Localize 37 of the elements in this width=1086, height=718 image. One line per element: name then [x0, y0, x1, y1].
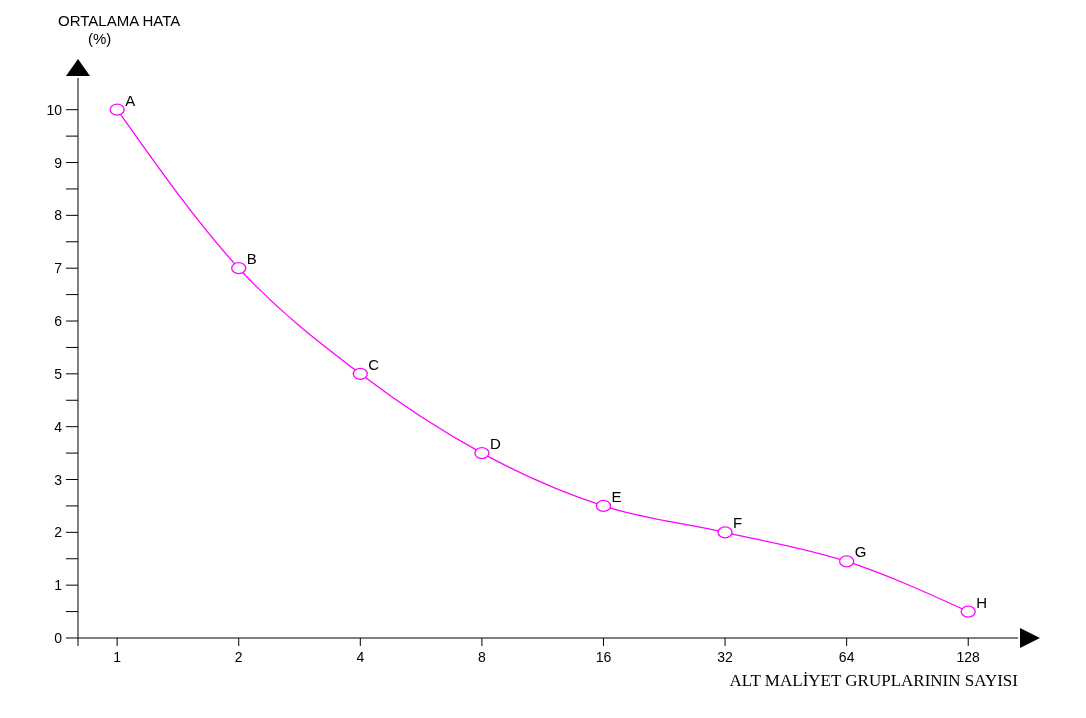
annotation: A — [125, 91, 136, 109]
annotation: D — [489, 435, 501, 453]
y-tick-label: 6 — [54, 313, 63, 330]
point — [352, 367, 368, 380]
y-tick-label: 2 — [54, 524, 63, 541]
annotation: B — [246, 250, 257, 268]
point — [109, 103, 125, 116]
x-tick-label: 32 — [717, 649, 734, 665]
point — [595, 499, 612, 513]
y-tick-label: 10 — [46, 101, 63, 118]
annotation: E — [611, 487, 622, 505]
x-tick-label: 1 — [113, 649, 122, 665]
x-tick-label: 2 — [234, 649, 243, 665]
annotation: F — [733, 514, 743, 532]
x-tick-label: 16 — [595, 649, 612, 665]
annotation: C — [368, 355, 380, 373]
y-tick-label: 8 — [54, 207, 63, 224]
point — [717, 526, 733, 539]
point — [960, 605, 976, 618]
y-axis-title: ORTALAMA HATA (%) — [58, 12, 181, 47]
y-tick-label: 7 — [54, 260, 63, 277]
annotation: H — [976, 593, 988, 611]
y-tick-label: 5 — [54, 365, 63, 382]
x-tick-label: 128 — [956, 649, 981, 665]
y-tick-label: 9 — [54, 154, 63, 171]
x-tick-label: 64 — [838, 649, 855, 665]
point — [231, 262, 247, 275]
point — [838, 555, 855, 568]
y-tick-label: 3 — [54, 471, 63, 488]
x-tick-label: 4 — [356, 649, 365, 665]
y-tick-label: 1 — [54, 577, 63, 594]
annotation: G — [854, 543, 867, 561]
y-tick-label: 4 — [54, 418, 63, 435]
x-tick-label: 8 — [477, 649, 486, 665]
x-axis-title: ALT MALİYET GRUPLARININ SAYISI — [729, 671, 1019, 690]
point — [474, 446, 490, 460]
y-tick-label: 0 — [54, 630, 63, 646]
